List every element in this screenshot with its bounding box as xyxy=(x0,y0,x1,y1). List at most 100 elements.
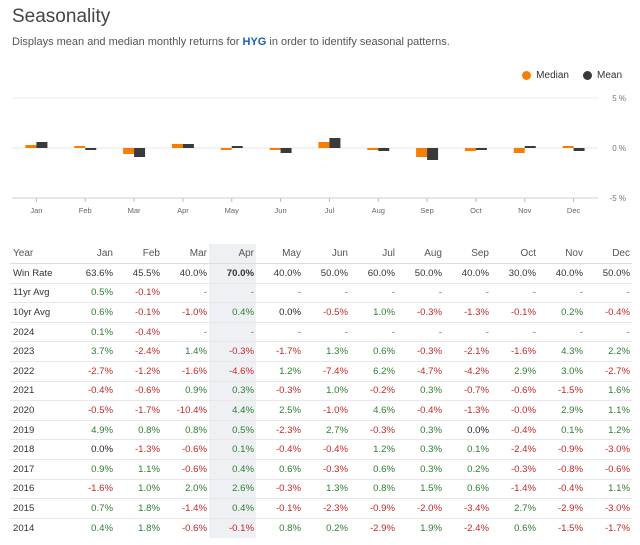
table-row: 2024 0.1% -0.4% - - - - - - - - - - xyxy=(10,322,632,342)
table-cell: -2.0% xyxy=(416,503,442,515)
row-label: 2024 xyxy=(13,326,35,338)
table-cell: 0.9% xyxy=(185,385,207,397)
bar-mean-dec xyxy=(573,148,585,151)
table-cell: 1.5% xyxy=(420,483,442,495)
table-cell: 45.5% xyxy=(132,267,160,279)
bar-median-feb xyxy=(74,146,86,148)
table-cell: -0.4% xyxy=(87,385,113,397)
table-cell: 0.6% xyxy=(279,463,301,475)
bar-mean-feb xyxy=(85,148,97,150)
column-header-sep[interactable]: Sep xyxy=(471,248,489,260)
column-header-may[interactable]: May xyxy=(282,248,301,260)
x-tick-label: Nov xyxy=(518,206,532,215)
table-cell: -1.5% xyxy=(557,385,583,397)
table-cell: -0.9% xyxy=(557,444,583,456)
x-tick-label: Mar xyxy=(128,206,141,215)
table-row: 11yr Avg 0.5% -0.1% - - - - - - - - - - xyxy=(10,283,632,303)
table-cell: 0.2% xyxy=(561,307,583,319)
row-label: 2016 xyxy=(13,483,35,495)
column-header-dec[interactable]: Dec xyxy=(612,248,630,260)
row-label: 2014 xyxy=(13,522,35,534)
table-cell: -4.2% xyxy=(463,365,489,377)
column-header-jun[interactable]: Jun xyxy=(331,248,348,260)
table-cell: -0.3% xyxy=(416,307,442,319)
legend-item-mean[interactable]: Mean xyxy=(582,70,622,81)
x-tick-label: Apr xyxy=(177,206,189,215)
row-label: 2021 xyxy=(13,385,35,397)
x-tick-label: Aug xyxy=(372,206,385,215)
table-cell: 0.8% xyxy=(373,483,395,495)
table-cell: -0.1% xyxy=(510,307,536,319)
median-swatch-icon xyxy=(522,71,532,80)
table-cell: -0.6% xyxy=(604,463,630,475)
table-cell: 0.1% xyxy=(467,444,489,456)
table-cell: -0.3% xyxy=(275,385,301,397)
column-header-oct[interactable]: Oct xyxy=(520,248,536,260)
table-cell: -0.9% xyxy=(369,503,395,515)
table-row: 2017 0.9% 1.1% -0.6% 0.4% 0.6% -0.3% 0.6% 0.3% 0.… xyxy=(10,459,632,480)
row-label: Win Rate xyxy=(13,267,53,279)
column-header-jan[interactable]: Jan xyxy=(96,248,113,260)
table-cell: 0.8% xyxy=(279,522,301,534)
table-cell: - xyxy=(579,326,583,338)
column-header-aug[interactable]: Aug xyxy=(424,248,442,260)
table-cell: - xyxy=(203,326,207,338)
table-cell: -0.6% xyxy=(181,444,207,456)
bar-mean-oct xyxy=(475,148,487,150)
table-cell: -1.6% xyxy=(510,346,536,358)
bar-median-jul xyxy=(318,142,330,148)
table-cell: 63.6% xyxy=(85,267,113,279)
column-header-feb[interactable]: Feb xyxy=(142,248,160,260)
table-cell: -3.0% xyxy=(604,444,630,456)
table-cell: -1.4% xyxy=(510,483,536,495)
bar-median-sep xyxy=(416,148,428,157)
table-cell: -2.3% xyxy=(275,424,301,436)
table-cell: -10.4% xyxy=(176,405,207,417)
table-cell: 2.5% xyxy=(279,405,301,417)
bar-mean-aug xyxy=(378,148,390,151)
table-cell: 0.2% xyxy=(467,463,489,475)
column-header-nov[interactable]: Nov xyxy=(565,248,583,260)
legend-item-median[interactable]: Median xyxy=(522,70,569,81)
row-label: 10yr Avg xyxy=(13,307,51,319)
x-tick-label: Sep xyxy=(420,206,433,215)
column-header-year: Year xyxy=(13,248,34,260)
row-label: 2018 xyxy=(13,444,35,456)
table-cell: -0.3% xyxy=(369,424,395,436)
table-cell: 0.4% xyxy=(209,459,256,480)
x-tick-label: Feb xyxy=(79,206,92,215)
column-header-mar[interactable]: Mar xyxy=(189,248,207,260)
table-cell: -0.3% xyxy=(322,463,348,475)
table-cell: 0.3% xyxy=(420,444,442,456)
table-row: 2023 3.7% -2.4% 1.4% -0.3% -1.7% 1.3% 0.6% -0.3%… xyxy=(10,341,632,362)
table-cell: - xyxy=(438,326,442,338)
table-cell: -2.4% xyxy=(463,522,489,534)
table-cell: - xyxy=(485,326,489,338)
bar-mean-jul xyxy=(329,138,341,148)
seasonality-bar-chart: 5 % 0 % -5 % Jan Feb Mar Apr May Jun Jul Aug Sep Oct… xyxy=(12,94,626,215)
table-cell: 1.0% xyxy=(326,385,348,397)
table-cell: -3.4% xyxy=(463,503,489,515)
table-cell: - xyxy=(626,326,630,338)
row-label: 2017 xyxy=(13,463,35,475)
ticker-link[interactable]: HYG xyxy=(242,36,267,48)
table-cell: - xyxy=(532,326,536,338)
x-tick-label: Jul xyxy=(325,206,335,215)
table-cell: 70.0% xyxy=(209,263,256,284)
table-cell: -2.7% xyxy=(87,365,113,377)
table-cell: -4.7% xyxy=(416,365,442,377)
table-cell: -0.3% xyxy=(416,346,442,358)
table-cell: 30.0% xyxy=(508,267,536,279)
table-cell: -0.1% xyxy=(134,307,160,319)
column-header-jul[interactable]: Jul xyxy=(382,248,395,260)
y-tick-label: 5 % xyxy=(612,94,626,103)
table-row: 2015 0.7% 1.8% -1.4% 0.4% -0.1% -2.3% -0.9% -2.0… xyxy=(10,498,632,519)
column-header-apr[interactable]: Apr xyxy=(209,244,256,264)
table-cell: -1.4% xyxy=(181,503,207,515)
table-cell: -1.2% xyxy=(134,365,160,377)
table-cell: 2.2% xyxy=(608,346,630,358)
table-cell: 2.6% xyxy=(209,479,256,499)
bar-median-jan xyxy=(25,145,37,148)
table-cell: -2.1% xyxy=(463,346,489,358)
table-cell: 2.0% xyxy=(185,483,207,495)
